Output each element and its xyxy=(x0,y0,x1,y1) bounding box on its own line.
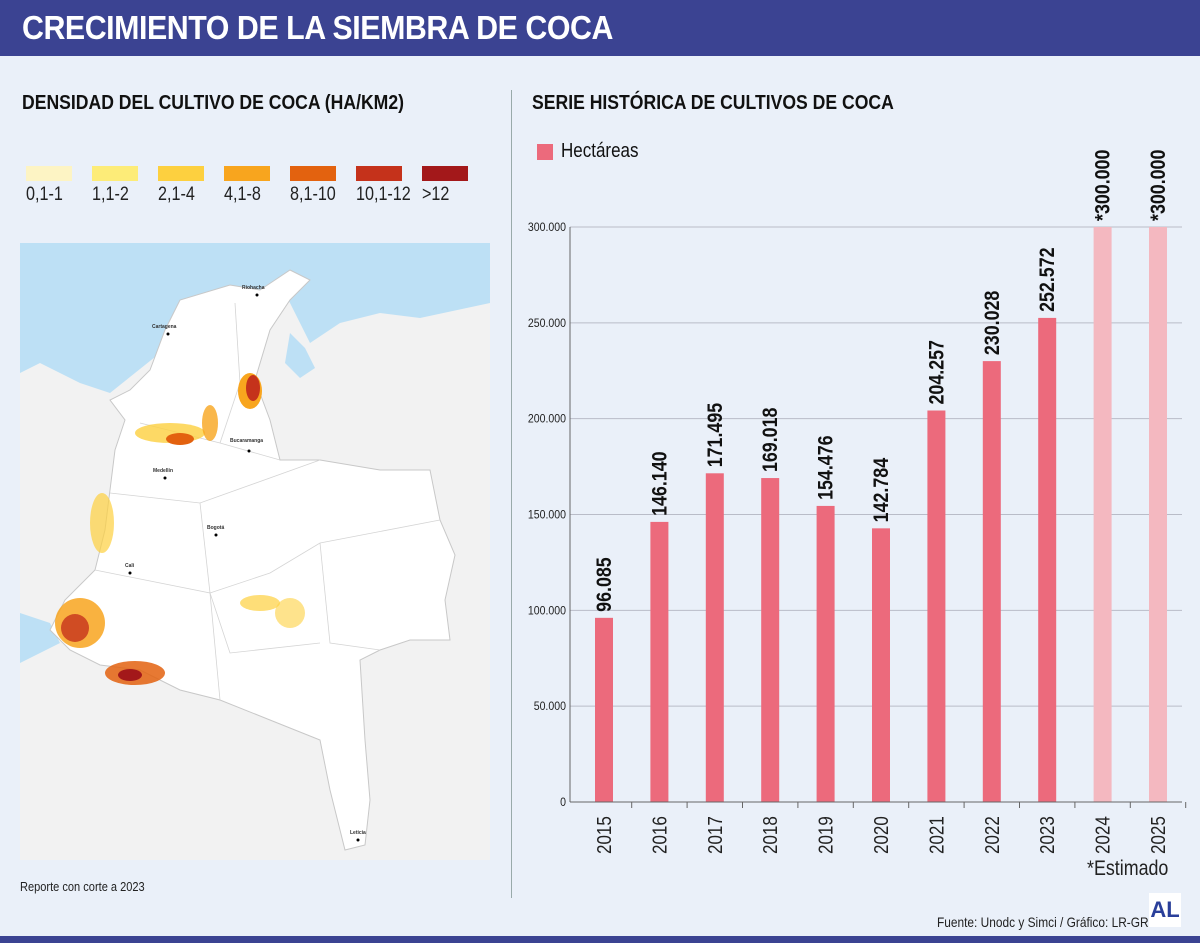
source-credit: Fuente: Unodc y Simci / Gráfico: LR-GR xyxy=(937,914,1149,930)
bar-2018 xyxy=(761,478,780,802)
map-note: Reporte con corte a 2023 xyxy=(20,879,145,894)
legend-label: 2,1-4 xyxy=(158,184,195,205)
page-title: CRECIMIENTO DE LA SIEMBRA DE COCA xyxy=(22,9,613,46)
data-label: 154.476 xyxy=(814,435,838,500)
data-label: 96.085 xyxy=(593,557,617,612)
x-tick-label: 2020 xyxy=(870,816,893,854)
bar-2024 xyxy=(1093,227,1112,802)
bar-2019 xyxy=(816,505,835,802)
legend-swatch xyxy=(356,166,402,181)
city-bogota: Bogotá xyxy=(207,525,224,531)
legend-label: >12 xyxy=(422,184,450,205)
legend-item: 0,1-1 xyxy=(26,166,92,206)
data-label: 252.572 xyxy=(1036,247,1060,312)
map-title: DENSIDAD DEL CULTIVO DE COCA (HA/KM2) xyxy=(22,92,405,114)
legend-label: 0,1-1 xyxy=(26,184,63,205)
legend-item: 2,1-4 xyxy=(158,166,224,206)
x-tick-label: 2018 xyxy=(759,816,782,854)
city-cartagena: Cartagena xyxy=(152,324,177,330)
x-tick-label: 2025 xyxy=(1147,816,1170,854)
x-tick-label: 2021 xyxy=(925,816,948,854)
coca-density-clusters xyxy=(55,373,305,685)
chart-legend: Hectáreas xyxy=(537,140,652,163)
y-tick-label: 250.000 xyxy=(528,317,566,330)
bar-2021 xyxy=(927,410,946,802)
x-tick-label: 2015 xyxy=(593,816,616,854)
chart-title: SERIE HISTÓRICA DE CULTIVOS DE COCA xyxy=(532,92,894,114)
data-label: 230.028 xyxy=(980,290,1004,355)
legend-swatch xyxy=(26,166,72,181)
data-label: 169.018 xyxy=(759,407,783,472)
x-tick-label: 2017 xyxy=(703,816,726,854)
bar-2020 xyxy=(872,528,890,802)
y-tick-label: 200.000 xyxy=(528,413,566,426)
header-banner: CRECIMIENTO DE LA SIEMBRA DE COCA xyxy=(0,0,1200,56)
legend-swatch xyxy=(537,143,553,160)
data-label: 171.495 xyxy=(703,403,727,468)
legend-label: 4,1-8 xyxy=(224,184,261,205)
data-label: *300.000 xyxy=(1091,149,1115,221)
data-label: 142.784 xyxy=(870,458,894,523)
panel-divider xyxy=(511,90,512,898)
y-tick-label: 0 xyxy=(560,796,566,809)
y-tick-label: 50.000 xyxy=(534,701,566,714)
x-tick-label: 2024 xyxy=(1091,816,1114,854)
colombia-coca-map: Riohacha Cartagena Medellín Bucaramanga … xyxy=(20,243,490,860)
city-bucaramanga: Bucaramanga xyxy=(230,438,263,444)
publisher-logo: AL xyxy=(1149,893,1181,927)
lake-maracaibo xyxy=(285,333,315,378)
y-tick-label: 300.000 xyxy=(528,221,566,234)
estimate-note: *Estimado xyxy=(1087,857,1169,880)
legend-item: 8,1-10 xyxy=(290,166,356,206)
data-label: 146.140 xyxy=(648,451,672,516)
bar-2023 xyxy=(1038,317,1057,802)
bar-2022 xyxy=(982,361,1001,802)
logo-text: AL xyxy=(1150,897,1180,922)
legend-swatch xyxy=(224,166,270,181)
legend-swatch xyxy=(290,166,336,181)
legend-swatch xyxy=(158,166,204,181)
city-leticia: Leticia xyxy=(350,830,366,836)
bar-2015 xyxy=(595,617,613,802)
y-tick-label: 100.000 xyxy=(528,605,566,618)
density-legend: 0,1-1 1,1-2 2,1-4 4,1-8 8,1-10 10,1-12 >12 xyxy=(26,166,488,206)
city-cali: Cali xyxy=(125,563,135,569)
legend-label: 10,1-12 xyxy=(356,184,411,205)
legend-item: 4,1-8 xyxy=(224,166,290,206)
legend-label: 8,1-10 xyxy=(290,184,336,205)
data-label: *300.000 xyxy=(1147,149,1171,221)
legend-swatch xyxy=(422,166,468,181)
data-label: 204.257 xyxy=(925,340,949,404)
footer-bar xyxy=(0,936,1200,943)
legend-item: >12 xyxy=(422,166,488,206)
bar-2025 xyxy=(1149,227,1167,802)
legend-label: Hectáreas xyxy=(561,140,639,162)
x-tick-label: 2016 xyxy=(648,816,671,854)
bar-2016 xyxy=(650,521,669,802)
city-riohacha: Riohacha xyxy=(242,285,265,291)
city-labels: Riohacha Cartagena Medellín Bucaramanga … xyxy=(125,285,366,842)
y-tick-label: 150.000 xyxy=(528,509,566,522)
legend-item: 1,1-2 xyxy=(92,166,158,206)
x-tick-label: 2022 xyxy=(980,816,1003,854)
city-medellin: Medellín xyxy=(153,468,173,474)
x-tick-label: 2019 xyxy=(814,816,837,854)
legend-swatch xyxy=(92,166,138,181)
bar-2017 xyxy=(705,473,724,802)
x-tick-label: 2023 xyxy=(1036,816,1059,854)
legend-item: 10,1-12 xyxy=(356,166,422,206)
legend-label: 1,1-2 xyxy=(92,184,129,205)
